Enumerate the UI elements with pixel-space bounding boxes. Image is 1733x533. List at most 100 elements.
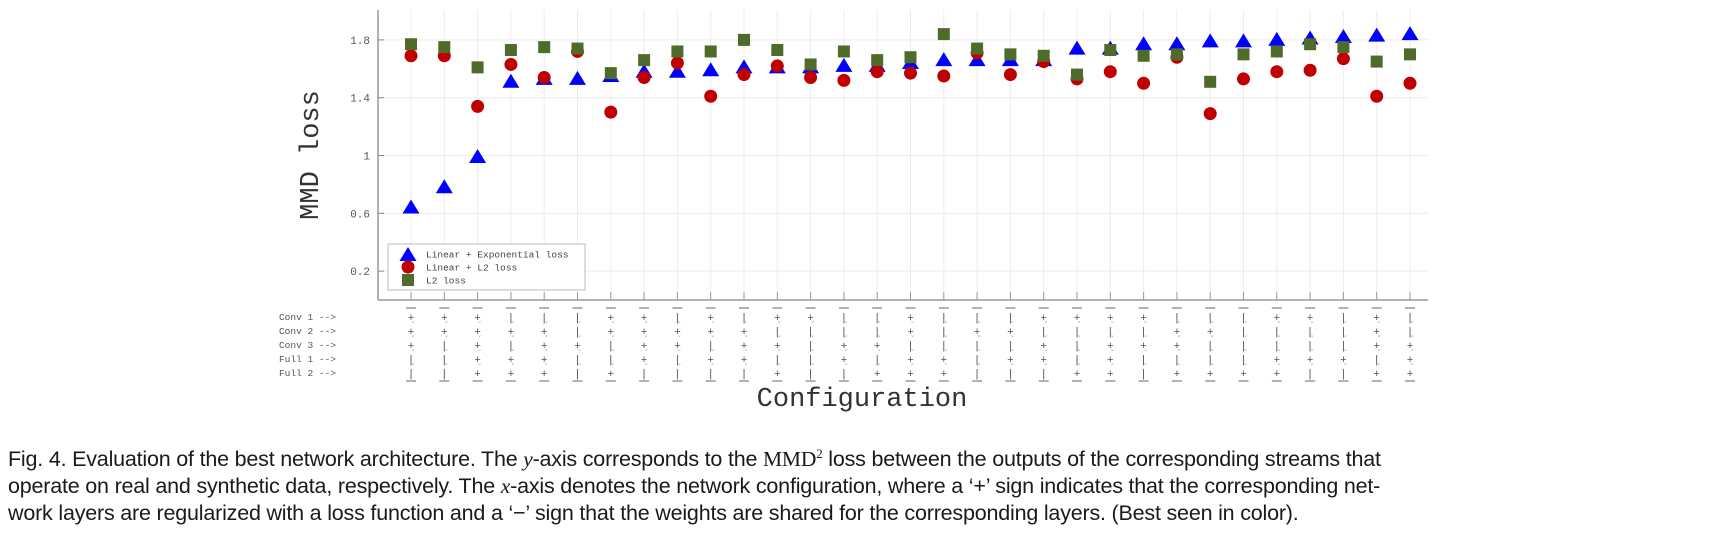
minus-sign: |: [974, 355, 981, 367]
plus-sign: +: [907, 313, 914, 325]
separator-dot: ˘: [677, 349, 681, 358]
plus-sign: +: [408, 313, 415, 325]
square-marker: [771, 44, 784, 57]
caption-line-1: Fig. 4. Evaluation of the best network a…: [8, 446, 1381, 472]
legend: Linear + Exponential loss Linear + L2 los…: [387, 243, 586, 291]
plus-sign: +: [940, 355, 947, 367]
legend-circle-icon: [401, 260, 415, 274]
separator-dot: ˘: [1343, 335, 1347, 344]
separator-dot: ˘: [877, 335, 881, 344]
separator-dot: ˘: [577, 363, 581, 372]
square-marker: [1304, 38, 1317, 51]
separator-dot: ˘: [910, 321, 914, 330]
minus-sign: |: [1307, 369, 1314, 381]
separator-dot: ˘: [744, 321, 748, 330]
plus-sign: +: [1040, 313, 1047, 325]
minus-sign: |: [1240, 327, 1247, 339]
separator-dot: ˘: [1210, 335, 1214, 344]
circle-marker: [504, 57, 518, 71]
square-marker: [1104, 44, 1117, 57]
separator-dot: ˘: [1377, 349, 1381, 358]
circle-marker: [670, 56, 684, 70]
plus-sign: +: [1407, 341, 1414, 353]
circle-marker: [1336, 52, 1350, 66]
y-tick-label: 1.4: [350, 94, 370, 106]
square-marker: [704, 45, 717, 58]
circle-marker: [1303, 63, 1317, 77]
triangle-marker: [1168, 36, 1186, 51]
plus-sign: +: [1074, 313, 1081, 325]
separator-dot: ˘: [777, 335, 781, 344]
configuration-table: Conv 1 --> Conv 2 --> Conv 3 --> Full 1 -->…: [279, 307, 1415, 382]
separator-dot: ˘: [1410, 363, 1414, 372]
circle-marker: [1370, 89, 1384, 103]
separator-dot: ˘: [544, 349, 548, 358]
config-column: +˘|˘|˘+˘|: [1305, 307, 1316, 382]
separator-dot: ˘: [711, 349, 715, 358]
separator-dot: ˘: [477, 321, 481, 330]
separator-dot: ˘: [1044, 363, 1048, 372]
config-column: |˘+˘+˘+˘|: [739, 307, 749, 382]
separator-dot: ˘: [944, 335, 948, 344]
minus-sign: |: [807, 369, 814, 381]
config-column: +˘|˘|˘|˘|: [805, 307, 816, 382]
triangle-marker: [469, 148, 487, 163]
circle-marker: [1237, 72, 1250, 86]
separator-dot: ˘: [744, 363, 748, 372]
separator-dot: ˘: [644, 335, 648, 344]
circle-marker: [904, 66, 917, 80]
minus-sign: |: [1240, 313, 1247, 325]
config-column: |˘|˘|˘|˘+: [1238, 307, 1249, 382]
minus-sign: |: [1074, 327, 1081, 339]
plus-sign: +: [874, 369, 881, 381]
y-tick-label: 1: [363, 152, 370, 164]
config-column: +˘|˘+˘+˘+: [1105, 307, 1116, 382]
minus-sign: |: [807, 355, 814, 367]
plus-sign: +: [807, 313, 814, 325]
plus-sign: +: [474, 355, 481, 367]
minus-sign: |: [408, 369, 415, 381]
circle-marker: [1137, 76, 1151, 90]
plus-sign: +: [907, 369, 914, 381]
square-marker: [671, 45, 684, 58]
separator-dot: ˘: [1310, 363, 1314, 372]
circle-marker: [1003, 68, 1017, 82]
separator-dot: ˘: [1010, 363, 1014, 372]
separator-dot: ˘: [1343, 321, 1347, 330]
separator-dot: ˘: [1077, 349, 1081, 358]
minus-sign: |: [1074, 341, 1081, 353]
minus-sign: |: [1273, 341, 1280, 353]
circle-marker: [537, 70, 551, 84]
plus-sign: +: [1007, 355, 1014, 367]
circle-marker: [1103, 65, 1117, 79]
config-column: |˘+˘+˘|˘+: [1171, 307, 1182, 382]
square-marker: [1137, 49, 1150, 62]
plus-sign: +: [1240, 369, 1247, 381]
legend-box: [387, 243, 586, 291]
separator-dot: ˘: [1310, 349, 1314, 358]
minus-sign: |: [1340, 369, 1347, 381]
separator-dot: ˘: [1277, 349, 1281, 358]
separator-dot: ˘: [944, 321, 948, 330]
plus-sign: +: [607, 313, 614, 325]
minus-sign: |: [1140, 327, 1147, 339]
minus-sign: |: [1340, 341, 1347, 353]
minus-sign: |: [774, 327, 781, 339]
plus-sign: +: [774, 313, 781, 325]
separator-dot: ˘: [1077, 321, 1081, 330]
minus-sign: |: [841, 327, 848, 339]
config-column: +˘|˘+˘+˘|: [1038, 307, 1049, 382]
config-column: |˘+˘|˘+˘|: [1005, 307, 1016, 382]
separator-dot: ˘: [644, 321, 648, 330]
separator-dot: ˘: [1143, 335, 1147, 344]
minus-sign: |: [674, 313, 681, 325]
config-row-label: Conv 3 -->: [279, 340, 336, 351]
minus-sign: |: [574, 313, 581, 325]
config-column: +˘+˘|˘+˘|: [705, 307, 716, 382]
triangle-marker: [668, 63, 686, 78]
square-marker: [571, 42, 584, 55]
config-column: |˘|˘|˘+˘|: [1338, 307, 1349, 382]
separator-dot: ˘: [444, 349, 448, 358]
triangle-marker: [1268, 31, 1286, 46]
plus-sign: +: [841, 341, 848, 353]
